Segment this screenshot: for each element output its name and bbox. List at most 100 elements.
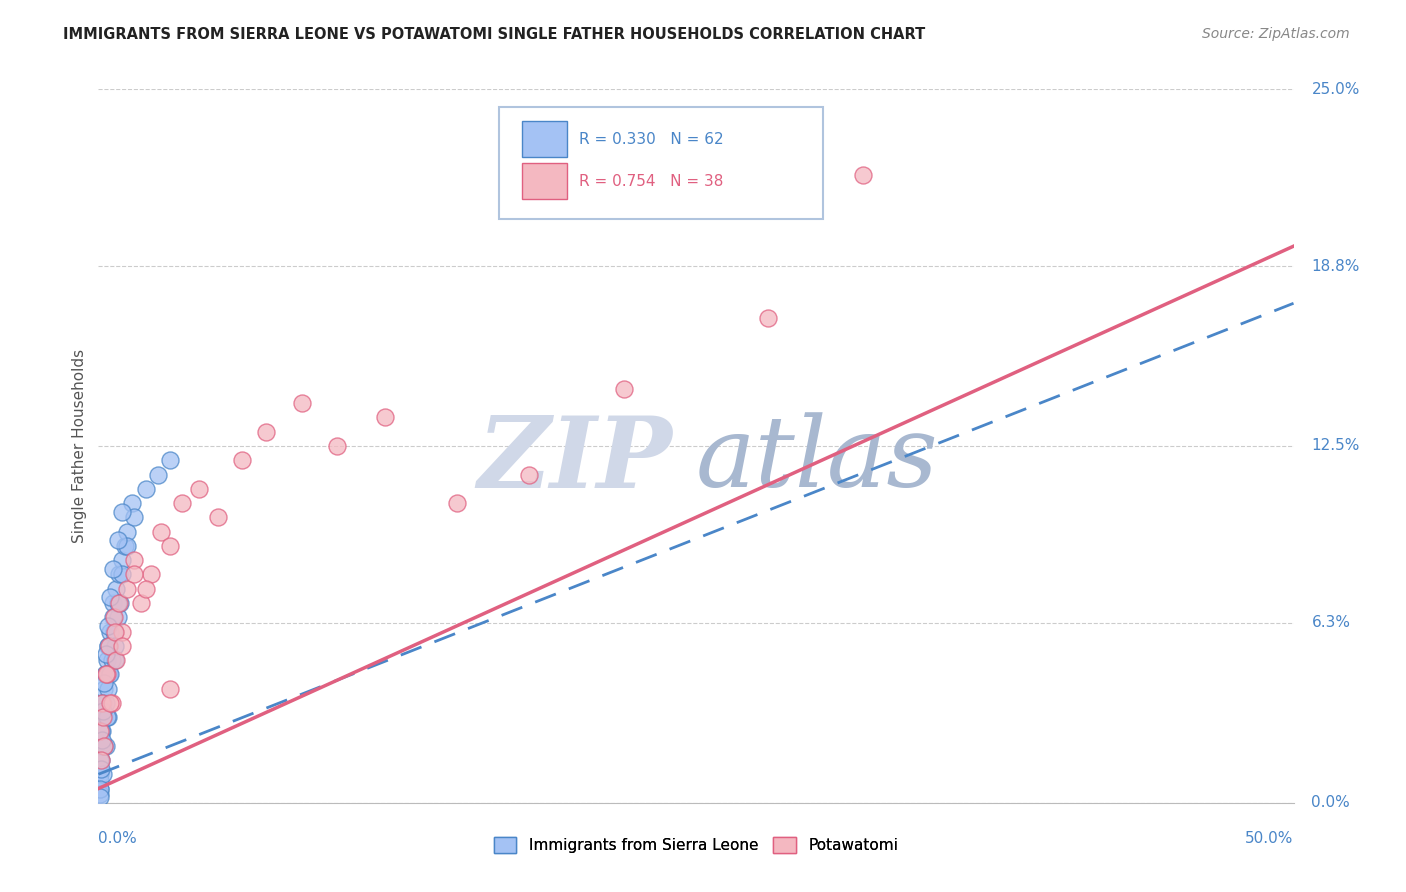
Point (93, 739, 115, 753)
Point (111, 505, 134, 519)
Point (93, 681, 115, 696)
Point (94, 667, 117, 681)
Point (91, 705, 114, 719)
Point (89, 781, 111, 796)
Point (756, 310, 779, 325)
Text: 0.0%: 0.0% (1312, 796, 1350, 810)
Point (107, 533, 129, 548)
Point (159, 453, 181, 467)
Point (517, 467, 540, 482)
Point (446, 496, 468, 510)
Text: 25.0%: 25.0% (1312, 82, 1360, 96)
Point (89, 772, 111, 787)
Point (98, 591, 122, 605)
Point (124, 510, 146, 524)
Point (98, 667, 121, 681)
Point (93, 676, 115, 690)
Point (94, 667, 117, 681)
Point (159, 681, 181, 696)
Point (96, 653, 118, 667)
Text: atlas: atlas (696, 413, 939, 508)
Point (91, 710, 114, 724)
Point (89, 767, 111, 781)
Point (91, 696, 114, 710)
Point (90, 739, 112, 753)
Text: ZIP: ZIP (477, 412, 672, 508)
Point (89, 787, 111, 801)
Point (111, 553, 134, 567)
Point (91, 724, 114, 739)
Point (374, 410, 396, 425)
Point (115, 539, 138, 553)
Text: 18.8%: 18.8% (1312, 259, 1360, 274)
Point (90, 753, 112, 767)
Point (90, 753, 112, 767)
Point (91, 733, 114, 747)
Point (96, 681, 118, 696)
Point (207, 510, 229, 524)
Point (135, 582, 157, 596)
Point (115, 582, 138, 596)
Text: R = 0.754   N = 38: R = 0.754 N = 38 (579, 174, 724, 188)
Point (97, 639, 120, 653)
Point (111, 567, 134, 582)
Point (111, 624, 134, 639)
Point (97, 639, 120, 653)
Point (89, 753, 111, 767)
Point (101, 610, 124, 624)
Point (94, 648, 117, 662)
Point (104, 624, 127, 639)
Point (100, 653, 122, 667)
Point (91, 696, 114, 710)
Point (148, 467, 170, 482)
Point (90, 762, 112, 776)
Point (90, 724, 112, 739)
Point (98, 624, 122, 639)
Point (172, 496, 194, 510)
Point (852, 168, 875, 182)
Point (94, 739, 117, 753)
Point (115, 524, 138, 539)
Point (613, 382, 636, 396)
Y-axis label: Single Father Households: Single Father Households (72, 349, 87, 543)
Point (124, 553, 146, 567)
Point (96, 667, 118, 681)
Legend: Immigrants from Sierra Leone, Potawatomi: Immigrants from Sierra Leone, Potawatomi (488, 831, 904, 859)
Point (104, 639, 127, 653)
Text: IMMIGRANTS FROM SIERRA LEONE VS POTAWATOMI SINGLE FATHER HOUSEHOLDS CORRELATION : IMMIGRANTS FROM SIERRA LEONE VS POTAWATO… (63, 27, 925, 42)
Point (93, 739, 115, 753)
Point (231, 453, 253, 467)
Point (96, 710, 118, 724)
Point (105, 653, 128, 667)
Point (111, 639, 134, 653)
Point (254, 425, 277, 439)
Point (114, 539, 136, 553)
Point (97, 710, 120, 724)
Point (100, 696, 122, 710)
Text: 0.0%: 0.0% (98, 831, 138, 847)
Point (91, 710, 114, 724)
Text: R = 0.330   N = 62: R = 0.330 N = 62 (579, 132, 724, 146)
Point (135, 482, 157, 496)
Point (139, 567, 162, 582)
Point (89, 790, 111, 805)
Point (108, 596, 131, 610)
Point (98, 667, 122, 681)
Point (89, 724, 111, 739)
Point (91, 696, 114, 710)
Point (94, 667, 117, 681)
Text: 6.3%: 6.3% (1312, 615, 1350, 631)
Point (103, 624, 125, 639)
Point (107, 596, 129, 610)
Point (94, 696, 117, 710)
Point (124, 567, 146, 582)
Point (97, 619, 120, 633)
Text: Source: ZipAtlas.com: Source: ZipAtlas.com (1202, 27, 1350, 41)
Text: 12.5%: 12.5% (1312, 439, 1360, 453)
Point (89, 781, 111, 796)
Point (104, 653, 127, 667)
Point (105, 582, 128, 596)
Point (159, 539, 181, 553)
Point (131, 596, 153, 610)
Point (103, 610, 125, 624)
